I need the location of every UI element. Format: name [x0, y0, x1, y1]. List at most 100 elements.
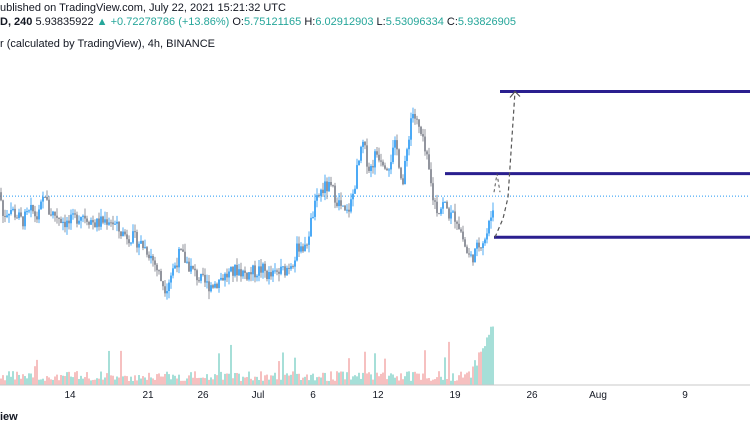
candle-body — [484, 239, 486, 244]
volume-bar — [446, 378, 448, 385]
volume-bar — [358, 372, 360, 385]
candle-body — [74, 213, 76, 215]
candle-body — [480, 247, 482, 249]
volume-bar — [106, 373, 108, 385]
candle-body — [378, 154, 380, 161]
volume-bar — [328, 380, 330, 385]
candle-body — [166, 291, 168, 294]
candle-body — [440, 208, 442, 214]
candle-body — [14, 208, 16, 218]
candle-body — [78, 220, 80, 224]
candle-body — [138, 243, 140, 248]
volume-bar — [268, 379, 270, 385]
volume-bar — [474, 360, 476, 385]
volume-bar — [444, 357, 446, 385]
volume-bar — [262, 380, 264, 385]
volume-bar — [414, 371, 416, 385]
candle-body — [12, 208, 14, 211]
volume-bar — [192, 377, 194, 385]
open-value: 5.75121165 — [243, 16, 302, 28]
volume-bar — [384, 358, 386, 385]
candle-body — [418, 119, 420, 127]
candle-body — [232, 266, 234, 276]
x-tick-label: Jul — [252, 390, 265, 401]
candle-body — [402, 178, 404, 185]
candle-body — [394, 140, 396, 148]
candle-body — [428, 154, 430, 170]
volume-bar — [40, 379, 42, 385]
candle-body — [116, 221, 118, 224]
candle-body — [262, 263, 264, 273]
volume-bar — [344, 379, 346, 385]
candle-body — [112, 222, 114, 225]
volume-bar — [468, 371, 470, 385]
volume-bar — [406, 371, 408, 385]
volume-bar — [484, 346, 486, 385]
volume-bar — [134, 375, 136, 385]
candle-body — [400, 167, 402, 179]
candle-body — [2, 200, 4, 216]
candle-body — [284, 266, 286, 276]
candle-body — [72, 213, 74, 215]
symbol-timeframe: D, 240 — [0, 16, 33, 28]
candle-body — [280, 266, 282, 274]
volume-bar — [314, 380, 316, 385]
volume-bar — [210, 377, 212, 385]
candle-body — [462, 231, 464, 240]
candle-body — [40, 201, 42, 210]
candle-body — [316, 195, 318, 201]
x-tick-label: 21 — [142, 390, 154, 401]
candle-body — [474, 248, 476, 263]
candle-body — [128, 239, 130, 244]
volume-bar — [470, 377, 472, 385]
candle-body — [246, 272, 248, 280]
candle-body — [210, 285, 212, 292]
candle-body — [296, 243, 298, 261]
candle-body — [298, 243, 300, 252]
volume-bar — [28, 373, 30, 385]
candle-body — [216, 283, 218, 288]
volume-bar — [156, 374, 158, 385]
candle-body — [126, 234, 128, 240]
candle-body — [160, 271, 162, 282]
candle-body — [290, 266, 292, 269]
volume-bar — [412, 372, 414, 385]
candle-body — [214, 283, 216, 288]
volume-bar — [482, 348, 484, 385]
candle-body — [250, 272, 252, 275]
candle-body — [208, 281, 210, 292]
candle-body — [334, 185, 336, 203]
volume-bar — [400, 373, 402, 385]
candle-body — [218, 279, 220, 288]
candle-body — [382, 161, 384, 166]
candle-body — [372, 166, 374, 168]
candle-body — [350, 199, 352, 212]
candle-body — [348, 209, 350, 212]
candle-body — [342, 205, 344, 207]
candle-body — [370, 166, 372, 171]
volume-bar — [378, 376, 380, 385]
candle-body — [352, 193, 354, 200]
candle-body — [332, 185, 334, 187]
volume-bar — [292, 371, 294, 385]
volume-bar — [234, 373, 236, 385]
candle-body — [258, 266, 260, 276]
volume-bar — [352, 376, 354, 385]
volume-bar — [132, 380, 134, 385]
x-tick-label: Aug — [589, 390, 607, 401]
candle-body — [102, 216, 104, 223]
candle-body — [276, 270, 278, 272]
volume-bar — [34, 366, 36, 385]
candle-body — [226, 273, 228, 278]
projection-path — [494, 91, 516, 238]
volume-bar — [284, 374, 286, 385]
candle-body — [162, 281, 164, 287]
volume-bar — [472, 366, 474, 385]
volume-bar — [466, 372, 468, 385]
volume-bar — [84, 377, 86, 385]
volume-bar — [30, 373, 32, 385]
volume-bar — [372, 379, 374, 385]
volume-bar — [256, 376, 258, 385]
candle-body — [318, 195, 320, 197]
